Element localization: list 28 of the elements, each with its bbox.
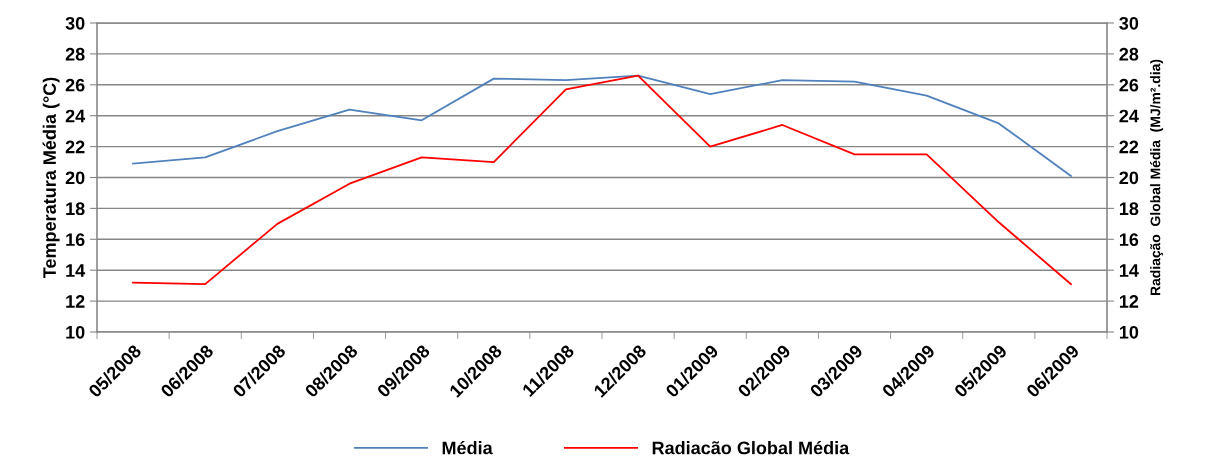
line-series	[132, 74, 1072, 177]
y2-tick-label: 12	[1119, 295, 1139, 308]
y2-tick-label: 20	[1119, 171, 1139, 185]
y-tick-label: 24	[65, 109, 86, 123]
y-tick-label: 26	[65, 78, 85, 92]
y-tick-label: 10	[66, 325, 85, 339]
y2-tick-label: 24	[1119, 109, 1139, 123]
y-tick-label: 18	[66, 202, 85, 216]
y-tick-label: 16	[66, 233, 85, 247]
y2-tick-label: 30	[1119, 16, 1139, 30]
y2-tick-label: 28	[1119, 47, 1139, 61]
y-tick-label: 20	[65, 171, 85, 185]
y2-tick-label: 26	[1119, 78, 1139, 92]
y-tick-label: 12	[66, 295, 85, 308]
y2-tick-label: 22	[1119, 140, 1139, 154]
y-tick-label: 30	[65, 16, 85, 30]
y2-tick-label: 14	[1119, 264, 1139, 277]
y2-tick-label: 10	[1119, 325, 1139, 339]
line-series	[132, 74, 1072, 286]
y-tick-label: 28	[65, 47, 85, 61]
y2-tick-label: 16	[1119, 233, 1139, 247]
y2-axis-title: Radiação Global Média (MJ/m².dia)	[1150, 59, 1164, 296]
legend-label: Média	[442, 440, 493, 455]
y2-tick-label: 18	[1119, 202, 1139, 216]
y-axis-title: Temperatura Média (°C)	[42, 77, 60, 279]
y-tick-label: 22	[65, 140, 85, 154]
legend-label: Radiacão Global Média	[652, 440, 850, 455]
y-tick-label: 14	[66, 264, 86, 277]
